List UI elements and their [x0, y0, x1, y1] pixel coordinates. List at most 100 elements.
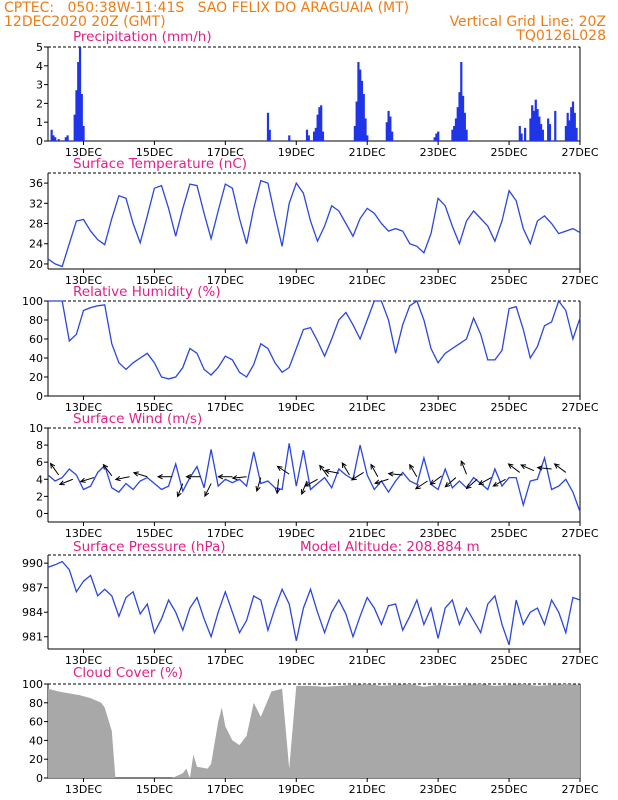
precipitation-bar: [77, 62, 80, 141]
wind-arrow-head: [217, 474, 224, 480]
wind-arrow-head: [553, 463, 560, 469]
precipitation-bar: [288, 135, 291, 141]
precipitation-ytick-label: 0: [36, 135, 43, 148]
wind-arrow-shaft: [305, 478, 318, 487]
wind-ytick-label: 8: [36, 439, 43, 452]
temperature-xtick-label: 15DEC: [136, 274, 173, 287]
precipitation-ytick-label: 5: [36, 41, 43, 54]
precipitation-bar: [433, 137, 436, 141]
pressure-xtick-label: 17DEC: [207, 654, 244, 667]
wind-arrow-head: [102, 463, 109, 470]
humidity-ytick-label: 40: [29, 352, 43, 365]
pressure-xtick-label: 21DEC: [349, 654, 386, 667]
wind-arrow-shaft: [478, 477, 492, 485]
wind-arrow-shaft: [276, 479, 280, 494]
wind-arrow-shaft: [409, 464, 418, 477]
precipitation-bar: [57, 139, 60, 141]
precipitation-bar: [570, 107, 573, 141]
precipitation-bar: [66, 135, 69, 141]
wind-arrow-shaft: [374, 478, 389, 484]
precipitation-bar: [571, 101, 575, 141]
wind-xtick-label: 25DEC: [491, 527, 528, 540]
temperature-xtick-label: 17DEC: [207, 274, 244, 287]
wind-arrow-shaft: [204, 483, 212, 497]
precipitation-xtick-label: 21DEC: [349, 146, 386, 159]
wind-xtick-label: 17DEC: [207, 527, 244, 540]
precipitation-bar: [536, 109, 539, 141]
wind-arrow-shaft: [537, 467, 552, 470]
precipitation-bar: [524, 127, 527, 141]
precipitation-xtick-label: 19DEC: [278, 146, 315, 159]
wind-arrow-head: [79, 477, 86, 483]
pressure-xtick-label: 15DEC: [136, 654, 173, 667]
precipitation-bar: [80, 94, 83, 141]
humidity-ytick-label: 60: [29, 333, 43, 346]
precipitation-bar: [366, 135, 369, 141]
wind-arrow-head: [204, 491, 210, 498]
wind-arrow-shaft: [554, 463, 567, 473]
pressure-xtick-label: 13DEC: [65, 654, 102, 667]
precipitation-bar: [531, 105, 534, 141]
wind-arrow-shaft: [256, 477, 262, 492]
cloud-xtick-label: 25DEC: [491, 783, 528, 796]
temperature-ytick-label: 32: [29, 197, 43, 210]
wind-arrow-head: [492, 481, 499, 487]
pressure-ytick-label: 987: [22, 582, 43, 595]
wind-arrow-head: [520, 464, 527, 470]
precipitation-bar: [538, 116, 541, 141]
wind-arrow-head: [300, 488, 306, 496]
wind-arrow-head: [507, 463, 514, 469]
header-station: CPTEC: 050:38W-11:41S SAO FELIX DO ARAGU…: [4, 0, 410, 16]
wind-arrow-head: [536, 465, 543, 471]
precipitation-xtick-label: 23DEC: [420, 146, 457, 159]
wind-arrow-head: [429, 479, 436, 485]
wind-arrow-shaft: [133, 472, 148, 478]
wind-xtick-label: 13DEC: [65, 527, 102, 540]
precipitation-bar: [539, 124, 543, 141]
cloud-ytick-label: 100: [22, 678, 43, 691]
wind-arrow-head: [460, 460, 466, 467]
precipitation-ytick-label: 1: [36, 116, 43, 129]
precipitation-bar: [435, 133, 438, 141]
wind-arrow-head: [132, 471, 139, 477]
humidity-ytick-label: 0: [36, 390, 43, 403]
pressure-xtick-label: 25DEC: [491, 654, 528, 667]
cloud-xtick-label: 21DEC: [349, 783, 386, 796]
precipitation-xtick-label: 27DEC: [561, 146, 598, 159]
precipitation-bar: [534, 99, 537, 141]
wind-xtick-label: 27DEC: [561, 527, 598, 540]
wind-arrow-head: [370, 463, 376, 470]
wind-arrow-shaft: [370, 464, 379, 477]
wind-arrow-shaft: [277, 465, 290, 475]
precipitation-bar: [451, 129, 454, 141]
wind-arrow-shaft: [430, 475, 442, 485]
precipitation-bar: [385, 122, 388, 141]
precipitation-bar: [357, 62, 360, 141]
precipitation-bar: [75, 90, 78, 141]
humidity-xtick-label: 21DEC: [349, 401, 386, 414]
wind-arrow-head: [156, 474, 163, 480]
precipitation-bar: [82, 125, 85, 141]
precipitation-bar: [460, 62, 463, 141]
header-model-id: TQ0126L028: [516, 28, 606, 44]
precipitation-bar: [520, 133, 523, 141]
pressure-subtitle: Model Altitude: 208.884 m: [300, 539, 480, 555]
wind-arrow-head: [444, 482, 451, 488]
wind-ytick-label: 4: [36, 473, 43, 486]
wind-arrow-head: [350, 475, 357, 481]
precipitation-bar: [518, 125, 521, 141]
pressure-xtick-label: 19DEC: [278, 654, 315, 667]
wind-arrow-shaft: [50, 463, 60, 476]
cloud-ytick-label: 20: [29, 753, 43, 766]
precipitation-bar: [321, 131, 325, 141]
precipitation-bar: [353, 125, 356, 141]
cloud-title: Cloud Cover (%): [73, 665, 183, 681]
precipitation-bar: [461, 95, 465, 141]
wind-ytick-label: 10: [29, 422, 43, 435]
pressure-xtick-label: 23DEC: [420, 654, 457, 667]
precipitation-bar: [391, 131, 394, 141]
precipitation-bar: [532, 110, 536, 141]
precipitation-bar: [316, 114, 319, 141]
precipitation-bar: [564, 125, 568, 141]
temperature-ytick-label: 24: [29, 238, 43, 251]
